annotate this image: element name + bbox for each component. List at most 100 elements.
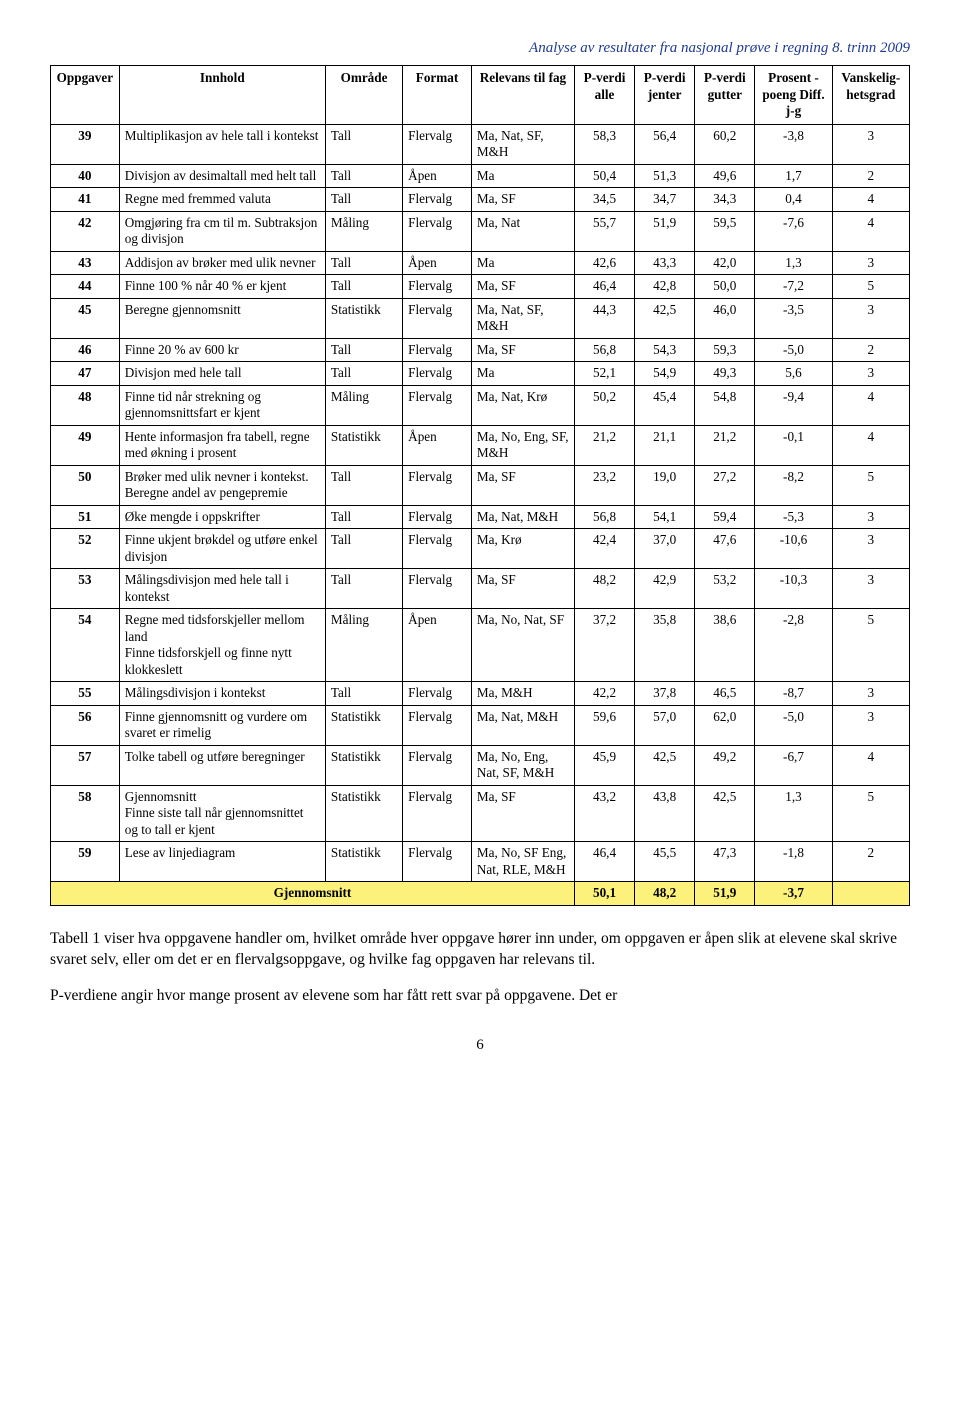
table-cell: Tall bbox=[325, 465, 402, 505]
table-row: 44Finne 100 % når 40 % er kjentTallFlerv… bbox=[51, 275, 910, 299]
table-cell: Målingsdivisjon i kontekst bbox=[119, 682, 325, 706]
table-cell: 49,6 bbox=[695, 164, 755, 188]
table-cell: 37,8 bbox=[635, 682, 695, 706]
table-cell: -7,6 bbox=[755, 211, 832, 251]
table-cell: 53,2 bbox=[695, 569, 755, 609]
table-cell: 19,0 bbox=[635, 465, 695, 505]
table-cell: -10,6 bbox=[755, 529, 832, 569]
table-cell: Finne tid når strekning og gjennomsnitts… bbox=[119, 385, 325, 425]
table-cell: GjennomsnittFinne siste tall når gjennom… bbox=[119, 785, 325, 842]
table-cell: 37,0 bbox=[635, 529, 695, 569]
table-row: 46Finne 20 % av 600 krTallFlervalgMa, SF… bbox=[51, 338, 910, 362]
page-number: 6 bbox=[50, 1037, 910, 1054]
table-cell: 59,4 bbox=[695, 505, 755, 529]
table-cell: 46,4 bbox=[574, 275, 634, 299]
table-cell: Finne 100 % når 40 % er kjent bbox=[119, 275, 325, 299]
table-cell: 45 bbox=[51, 298, 120, 338]
table-cell: 50,0 bbox=[695, 275, 755, 299]
doc-header: Analyse av resultater fra nasjonal prøve… bbox=[50, 40, 910, 57]
col-omrade: Område bbox=[325, 66, 402, 125]
table-cell: Tall bbox=[325, 529, 402, 569]
table-cell: Flervalg bbox=[403, 569, 472, 609]
table-cell: Flervalg bbox=[403, 338, 472, 362]
table-cell: 46,4 bbox=[574, 842, 634, 882]
table-cell: Tall bbox=[325, 682, 402, 706]
table-cell: 1,3 bbox=[755, 251, 832, 275]
table-cell: 54,8 bbox=[695, 385, 755, 425]
table-cell: 59,6 bbox=[574, 705, 634, 745]
table-cell: 49,2 bbox=[695, 745, 755, 785]
table-cell: 42,5 bbox=[695, 785, 755, 842]
table-cell: 56,8 bbox=[574, 505, 634, 529]
col-gutter: P-verdi gutter bbox=[695, 66, 755, 125]
table-cell: Ma, SF bbox=[471, 785, 574, 842]
table-cell: Tall bbox=[325, 362, 402, 386]
table-row: 52Finne ukjent brøkdel og utføre enkel d… bbox=[51, 529, 910, 569]
col-format: Format bbox=[403, 66, 472, 125]
table-row: 40Divisjon av desimaltall med helt tallT… bbox=[51, 164, 910, 188]
table-cell: Måling bbox=[325, 609, 402, 682]
average-cell: 51,9 bbox=[695, 882, 755, 906]
table-cell: 44,3 bbox=[574, 298, 634, 338]
table-cell: 42,5 bbox=[635, 298, 695, 338]
table-body: 39Multiplikasjon av hele tall i kontekst… bbox=[51, 124, 910, 905]
table-cell: 43,2 bbox=[574, 785, 634, 842]
table-cell: Tall bbox=[325, 124, 402, 164]
table-cell: Addisjon av brøker med ulik nevner bbox=[119, 251, 325, 275]
table-row: 45Beregne gjennomsnittStatistikkFlervalg… bbox=[51, 298, 910, 338]
table-cell: -7,2 bbox=[755, 275, 832, 299]
table-cell: 3 bbox=[832, 529, 909, 569]
table-row: 47Divisjon med hele tallTallFlervalgMa52… bbox=[51, 362, 910, 386]
table-cell: Ma, Nat, M&H bbox=[471, 705, 574, 745]
table-cell: Tolke tabell og utføre beregninger bbox=[119, 745, 325, 785]
table-cell: Målingsdivisjon med hele tall i kontekst bbox=[119, 569, 325, 609]
table-cell: 3 bbox=[832, 705, 909, 745]
table-cell: Tall bbox=[325, 164, 402, 188]
table-cell: 1,7 bbox=[755, 164, 832, 188]
table-cell: Flervalg bbox=[403, 188, 472, 212]
table-cell: 43 bbox=[51, 251, 120, 275]
table-cell: 42,8 bbox=[635, 275, 695, 299]
table-cell: 46,5 bbox=[695, 682, 755, 706]
table-cell: 3 bbox=[832, 298, 909, 338]
table-cell: Ma, No, SF Eng, Nat, RLE, M&H bbox=[471, 842, 574, 882]
table-row: 55Målingsdivisjon i kontekstTallFlervalg… bbox=[51, 682, 910, 706]
table-cell: Statistikk bbox=[325, 842, 402, 882]
table-cell: 42,5 bbox=[635, 745, 695, 785]
table-cell: Øke mengde i oppskrifter bbox=[119, 505, 325, 529]
table-cell: 3 bbox=[832, 682, 909, 706]
table-cell: Flervalg bbox=[403, 745, 472, 785]
table-cell: Flervalg bbox=[403, 529, 472, 569]
table-cell: Flervalg bbox=[403, 362, 472, 386]
table-cell: 55,7 bbox=[574, 211, 634, 251]
table-cell: 44 bbox=[51, 275, 120, 299]
table-cell: 56,8 bbox=[574, 338, 634, 362]
table-cell: Regne med tidsforskjeller mellom landFin… bbox=[119, 609, 325, 682]
average-cell bbox=[832, 882, 909, 906]
table-row: 50Brøker med ulik nevner i kontekst. Ber… bbox=[51, 465, 910, 505]
paragraph: Tabell 1 viser hva oppgavene handler om,… bbox=[50, 928, 910, 971]
table-cell: 57 bbox=[51, 745, 120, 785]
table-cell: Statistikk bbox=[325, 705, 402, 745]
table-cell: Måling bbox=[325, 211, 402, 251]
table-cell: 47,6 bbox=[695, 529, 755, 569]
table-header-row: Oppgaver Innhold Område Format Relevans … bbox=[51, 66, 910, 125]
table-cell: 5,6 bbox=[755, 362, 832, 386]
table-cell: Flervalg bbox=[403, 124, 472, 164]
table-cell: -9,4 bbox=[755, 385, 832, 425]
table-cell: 42,2 bbox=[574, 682, 634, 706]
table-cell: Flervalg bbox=[403, 298, 472, 338]
table-cell: Statistikk bbox=[325, 298, 402, 338]
table-cell: 4 bbox=[832, 385, 909, 425]
table-cell: 4 bbox=[832, 425, 909, 465]
table-cell: Ma, SF bbox=[471, 188, 574, 212]
table-cell: -5,3 bbox=[755, 505, 832, 529]
table-cell: Flervalg bbox=[403, 682, 472, 706]
table-cell: 21,1 bbox=[635, 425, 695, 465]
table-cell: 42,6 bbox=[574, 251, 634, 275]
table-cell: Tall bbox=[325, 275, 402, 299]
table-cell: 3 bbox=[832, 505, 909, 529]
table-row: 57Tolke tabell og utføre beregningerStat… bbox=[51, 745, 910, 785]
table-cell: Ma, No, Eng, SF, M&H bbox=[471, 425, 574, 465]
table-row: 49Hente informasjon fra tabell, regne me… bbox=[51, 425, 910, 465]
